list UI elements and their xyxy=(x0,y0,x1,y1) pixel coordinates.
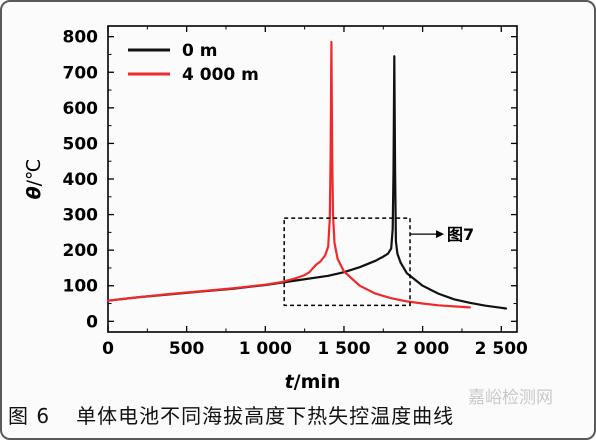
chart-legend: 0 m 4 000 m xyxy=(128,41,259,85)
chart-ticks: 0 500 1 000 1 500 2 000 2 500 0 100 200 300 400 500… xyxy=(63,26,528,359)
plot-frame xyxy=(107,25,518,333)
axis-labels: t/min θ/℃ xyxy=(23,159,340,393)
zoom-annotation: 图7 xyxy=(283,217,474,307)
y-tick-label: 800 xyxy=(63,28,99,48)
x-tick-label: 2 500 xyxy=(475,339,528,359)
figure-caption: 图 6 单体电池不同海拔高度下热失控温度曲线 xyxy=(8,400,454,429)
zoom-arrow-head xyxy=(436,230,445,239)
series-line-4000m xyxy=(106,40,471,309)
y-tick-label: 400 xyxy=(63,170,99,190)
watermark: 嘉峪检测网 xyxy=(468,388,553,408)
caption-text: 单体电池不同海拔高度下热失控温度曲线 xyxy=(76,404,455,428)
x-tick-label: 1 500 xyxy=(317,339,370,359)
y-tick-label: 300 xyxy=(63,206,99,226)
y-tick-label: 600 xyxy=(63,99,99,119)
zoom-box xyxy=(283,217,411,307)
x-axis-label: t/min xyxy=(285,371,341,393)
x-tick-label: 500 xyxy=(169,339,205,359)
y-tick-label: 700 xyxy=(63,63,99,83)
chart-axes xyxy=(107,25,518,333)
x-tick-label: 2 000 xyxy=(396,339,449,359)
y-tick-label: 500 xyxy=(63,134,99,154)
y-tick-label: 100 xyxy=(63,277,99,297)
series-line-0m xyxy=(106,55,508,310)
x-tick-label: 0 xyxy=(102,339,114,359)
x-tick-label: 1 000 xyxy=(239,339,292,359)
chart-series xyxy=(106,40,508,310)
y-tick-label: 0 xyxy=(86,312,98,332)
legend-label: 4 000 m xyxy=(182,65,259,85)
y-axis-label: θ/℃ xyxy=(23,159,45,200)
legend-label: 0 m xyxy=(182,41,217,61)
caption-number: 图 6 xyxy=(8,404,51,428)
y-tick-label: 200 xyxy=(63,241,99,261)
zoom-label: 图7 xyxy=(447,225,474,244)
